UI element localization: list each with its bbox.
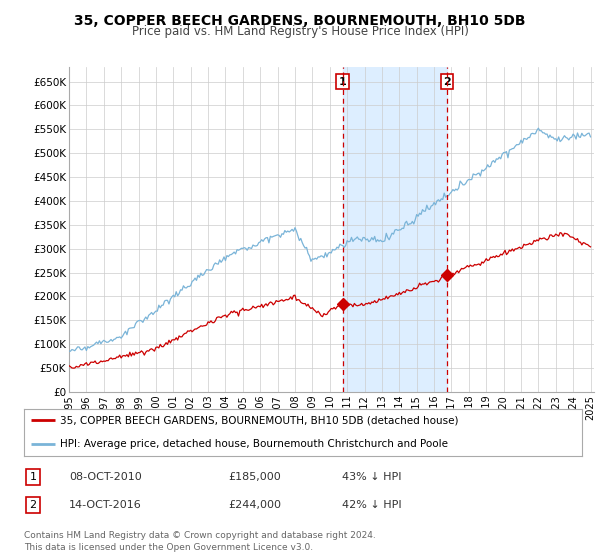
Text: £244,000: £244,000 bbox=[228, 500, 281, 510]
Bar bbox=[343, 67, 447, 392]
Text: 42% ↓ HPI: 42% ↓ HPI bbox=[342, 500, 401, 510]
Text: 2: 2 bbox=[29, 500, 37, 510]
Text: 1: 1 bbox=[29, 472, 37, 482]
Text: Price paid vs. HM Land Registry's House Price Index (HPI): Price paid vs. HM Land Registry's House … bbox=[131, 25, 469, 38]
Text: This data is licensed under the Open Government Licence v3.0.: This data is licensed under the Open Gov… bbox=[24, 543, 313, 552]
Text: 35, COPPER BEECH GARDENS, BOURNEMOUTH, BH10 5DB: 35, COPPER BEECH GARDENS, BOURNEMOUTH, B… bbox=[74, 14, 526, 28]
Text: 35, COPPER BEECH GARDENS, BOURNEMOUTH, BH10 5DB (detached house): 35, COPPER BEECH GARDENS, BOURNEMOUTH, B… bbox=[60, 415, 459, 425]
Text: £185,000: £185,000 bbox=[228, 472, 281, 482]
Text: Contains HM Land Registry data © Crown copyright and database right 2024.: Contains HM Land Registry data © Crown c… bbox=[24, 531, 376, 540]
Text: 1: 1 bbox=[339, 77, 347, 87]
Text: HPI: Average price, detached house, Bournemouth Christchurch and Poole: HPI: Average price, detached house, Bour… bbox=[60, 438, 448, 449]
Text: 2: 2 bbox=[443, 77, 451, 87]
Text: 08-OCT-2010: 08-OCT-2010 bbox=[69, 472, 142, 482]
Text: 14-OCT-2016: 14-OCT-2016 bbox=[69, 500, 142, 510]
Text: 43% ↓ HPI: 43% ↓ HPI bbox=[342, 472, 401, 482]
